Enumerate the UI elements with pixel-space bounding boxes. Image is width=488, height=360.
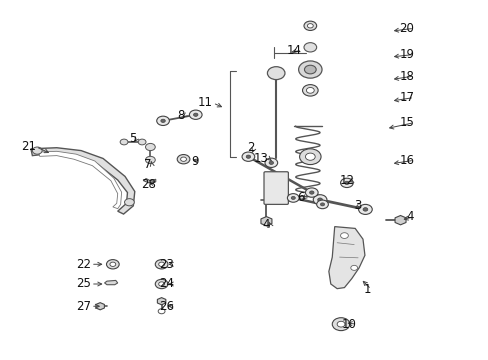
- Circle shape: [336, 321, 344, 327]
- Circle shape: [158, 262, 164, 266]
- Text: 19: 19: [398, 48, 413, 61]
- Polygon shape: [394, 216, 405, 225]
- Circle shape: [317, 198, 322, 202]
- Text: 27: 27: [76, 300, 91, 313]
- Circle shape: [155, 279, 167, 289]
- FancyBboxPatch shape: [264, 172, 288, 204]
- Circle shape: [193, 113, 198, 116]
- Circle shape: [32, 147, 42, 154]
- Circle shape: [313, 195, 326, 205]
- Circle shape: [145, 143, 155, 150]
- Circle shape: [106, 260, 119, 269]
- Text: 17: 17: [398, 91, 413, 104]
- Circle shape: [267, 67, 285, 80]
- Circle shape: [331, 318, 349, 330]
- Text: 9: 9: [191, 155, 198, 168]
- Polygon shape: [261, 217, 271, 226]
- Circle shape: [320, 203, 324, 206]
- Circle shape: [298, 61, 322, 78]
- Circle shape: [305, 188, 318, 197]
- Circle shape: [120, 139, 128, 145]
- Circle shape: [245, 155, 250, 158]
- Polygon shape: [143, 179, 156, 184]
- Text: 15: 15: [399, 116, 413, 129]
- Polygon shape: [96, 303, 104, 310]
- Polygon shape: [31, 148, 135, 214]
- Polygon shape: [157, 298, 165, 305]
- Text: 4: 4: [263, 218, 270, 231]
- Text: 12: 12: [339, 174, 354, 186]
- Circle shape: [242, 152, 254, 161]
- Circle shape: [180, 157, 186, 161]
- Circle shape: [291, 197, 295, 199]
- Polygon shape: [39, 151, 122, 209]
- Circle shape: [358, 204, 371, 215]
- Text: 14: 14: [286, 44, 302, 57]
- Text: 1: 1: [363, 283, 370, 296]
- Circle shape: [110, 262, 116, 266]
- Text: 28: 28: [141, 178, 156, 191]
- Circle shape: [189, 110, 202, 120]
- Circle shape: [287, 194, 299, 202]
- Text: 6: 6: [297, 191, 305, 204]
- Text: 11: 11: [198, 96, 212, 109]
- Circle shape: [362, 208, 367, 211]
- Polygon shape: [328, 226, 364, 289]
- Text: 20: 20: [399, 22, 413, 35]
- Text: 3: 3: [353, 199, 361, 212]
- Text: 5: 5: [129, 132, 137, 145]
- Text: 16: 16: [398, 154, 413, 167]
- Text: 8: 8: [177, 109, 184, 122]
- Circle shape: [302, 85, 318, 96]
- Circle shape: [350, 265, 357, 270]
- Circle shape: [344, 181, 348, 185]
- Circle shape: [299, 149, 321, 165]
- Circle shape: [304, 42, 316, 52]
- Circle shape: [158, 309, 164, 314]
- Text: 10: 10: [341, 318, 356, 331]
- Circle shape: [177, 154, 189, 164]
- Circle shape: [340, 178, 352, 188]
- Circle shape: [268, 161, 273, 165]
- Text: 21: 21: [21, 140, 36, 153]
- Text: 18: 18: [399, 69, 413, 82]
- Circle shape: [340, 233, 347, 238]
- Circle shape: [305, 153, 315, 160]
- Circle shape: [138, 139, 146, 145]
- Circle shape: [155, 260, 167, 269]
- Circle shape: [264, 158, 277, 167]
- Text: 26: 26: [159, 300, 173, 313]
- Circle shape: [158, 282, 164, 286]
- Circle shape: [145, 156, 155, 163]
- Text: 22: 22: [76, 258, 91, 271]
- Circle shape: [316, 200, 328, 209]
- Circle shape: [157, 116, 169, 126]
- Circle shape: [124, 199, 134, 206]
- Text: 13: 13: [253, 152, 268, 165]
- Text: 25: 25: [76, 278, 91, 291]
- Circle shape: [307, 24, 313, 28]
- Circle shape: [304, 21, 316, 31]
- Circle shape: [161, 119, 165, 122]
- Polygon shape: [104, 280, 118, 285]
- Circle shape: [306, 87, 314, 93]
- Circle shape: [309, 191, 313, 194]
- Circle shape: [304, 65, 316, 74]
- Text: 23: 23: [159, 258, 173, 271]
- Text: 7: 7: [144, 158, 152, 171]
- Text: 2: 2: [246, 141, 254, 154]
- Text: 4: 4: [406, 210, 413, 223]
- Text: 24: 24: [159, 278, 173, 291]
